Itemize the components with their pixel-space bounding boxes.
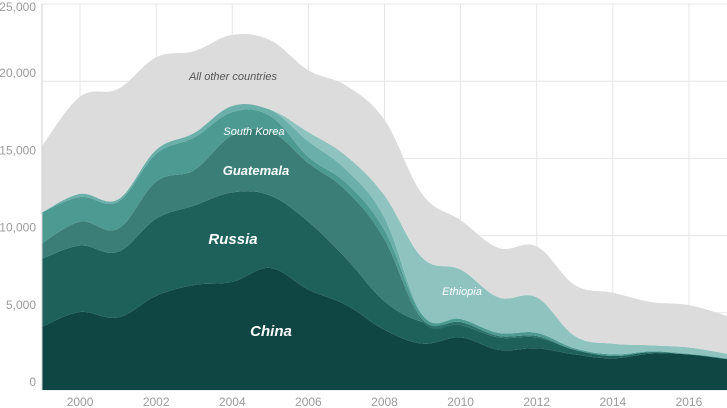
series-label-ethiopia: Ethiopia [442,286,482,298]
area-series-guatemala [42,128,727,360]
x-tick-label: 2012 [523,395,550,408]
series-label-china: China [250,323,292,340]
series-label-south-korea: South Korea [223,126,284,138]
series-label-guatemala: Guatemala [223,163,289,178]
series-label-layer: China Russia Guatemala South Korea All other… [188,71,482,340]
x-tick-label: 2006 [295,395,322,408]
area-series-all-other-countries [42,33,727,354]
area-series-russia [42,191,727,360]
y-tick-label: 10,000 [0,221,36,235]
x-tick-label: 2016 [676,395,703,408]
area-series-china [42,267,727,390]
x-tick-label: 2008 [371,395,398,408]
y-tick-label: 25,000 [0,0,36,14]
axis-layer: 0 5,000 10,000 15,000 20,000 25,000 2000 2002 20… [0,0,703,408]
x-tick-label: 2014 [599,395,626,408]
area-series-unlabeled-4 [42,109,727,360]
x-tick-label: 2000 [67,395,94,408]
y-tick-label: 5,000 [6,298,36,312]
x-tick-label: 2002 [143,395,170,408]
x-tick-label: 2010 [447,395,474,408]
series-label-russia: Russia [208,231,257,248]
y-tick-label: 15,000 [0,143,36,157]
y-tick-label: 20,000 [0,66,36,80]
area-layer [42,33,727,390]
x-tick-label: 2004 [219,395,246,408]
series-label-all-other-countries: All other countries [188,71,278,83]
y-tick-label: 0 [29,375,36,389]
